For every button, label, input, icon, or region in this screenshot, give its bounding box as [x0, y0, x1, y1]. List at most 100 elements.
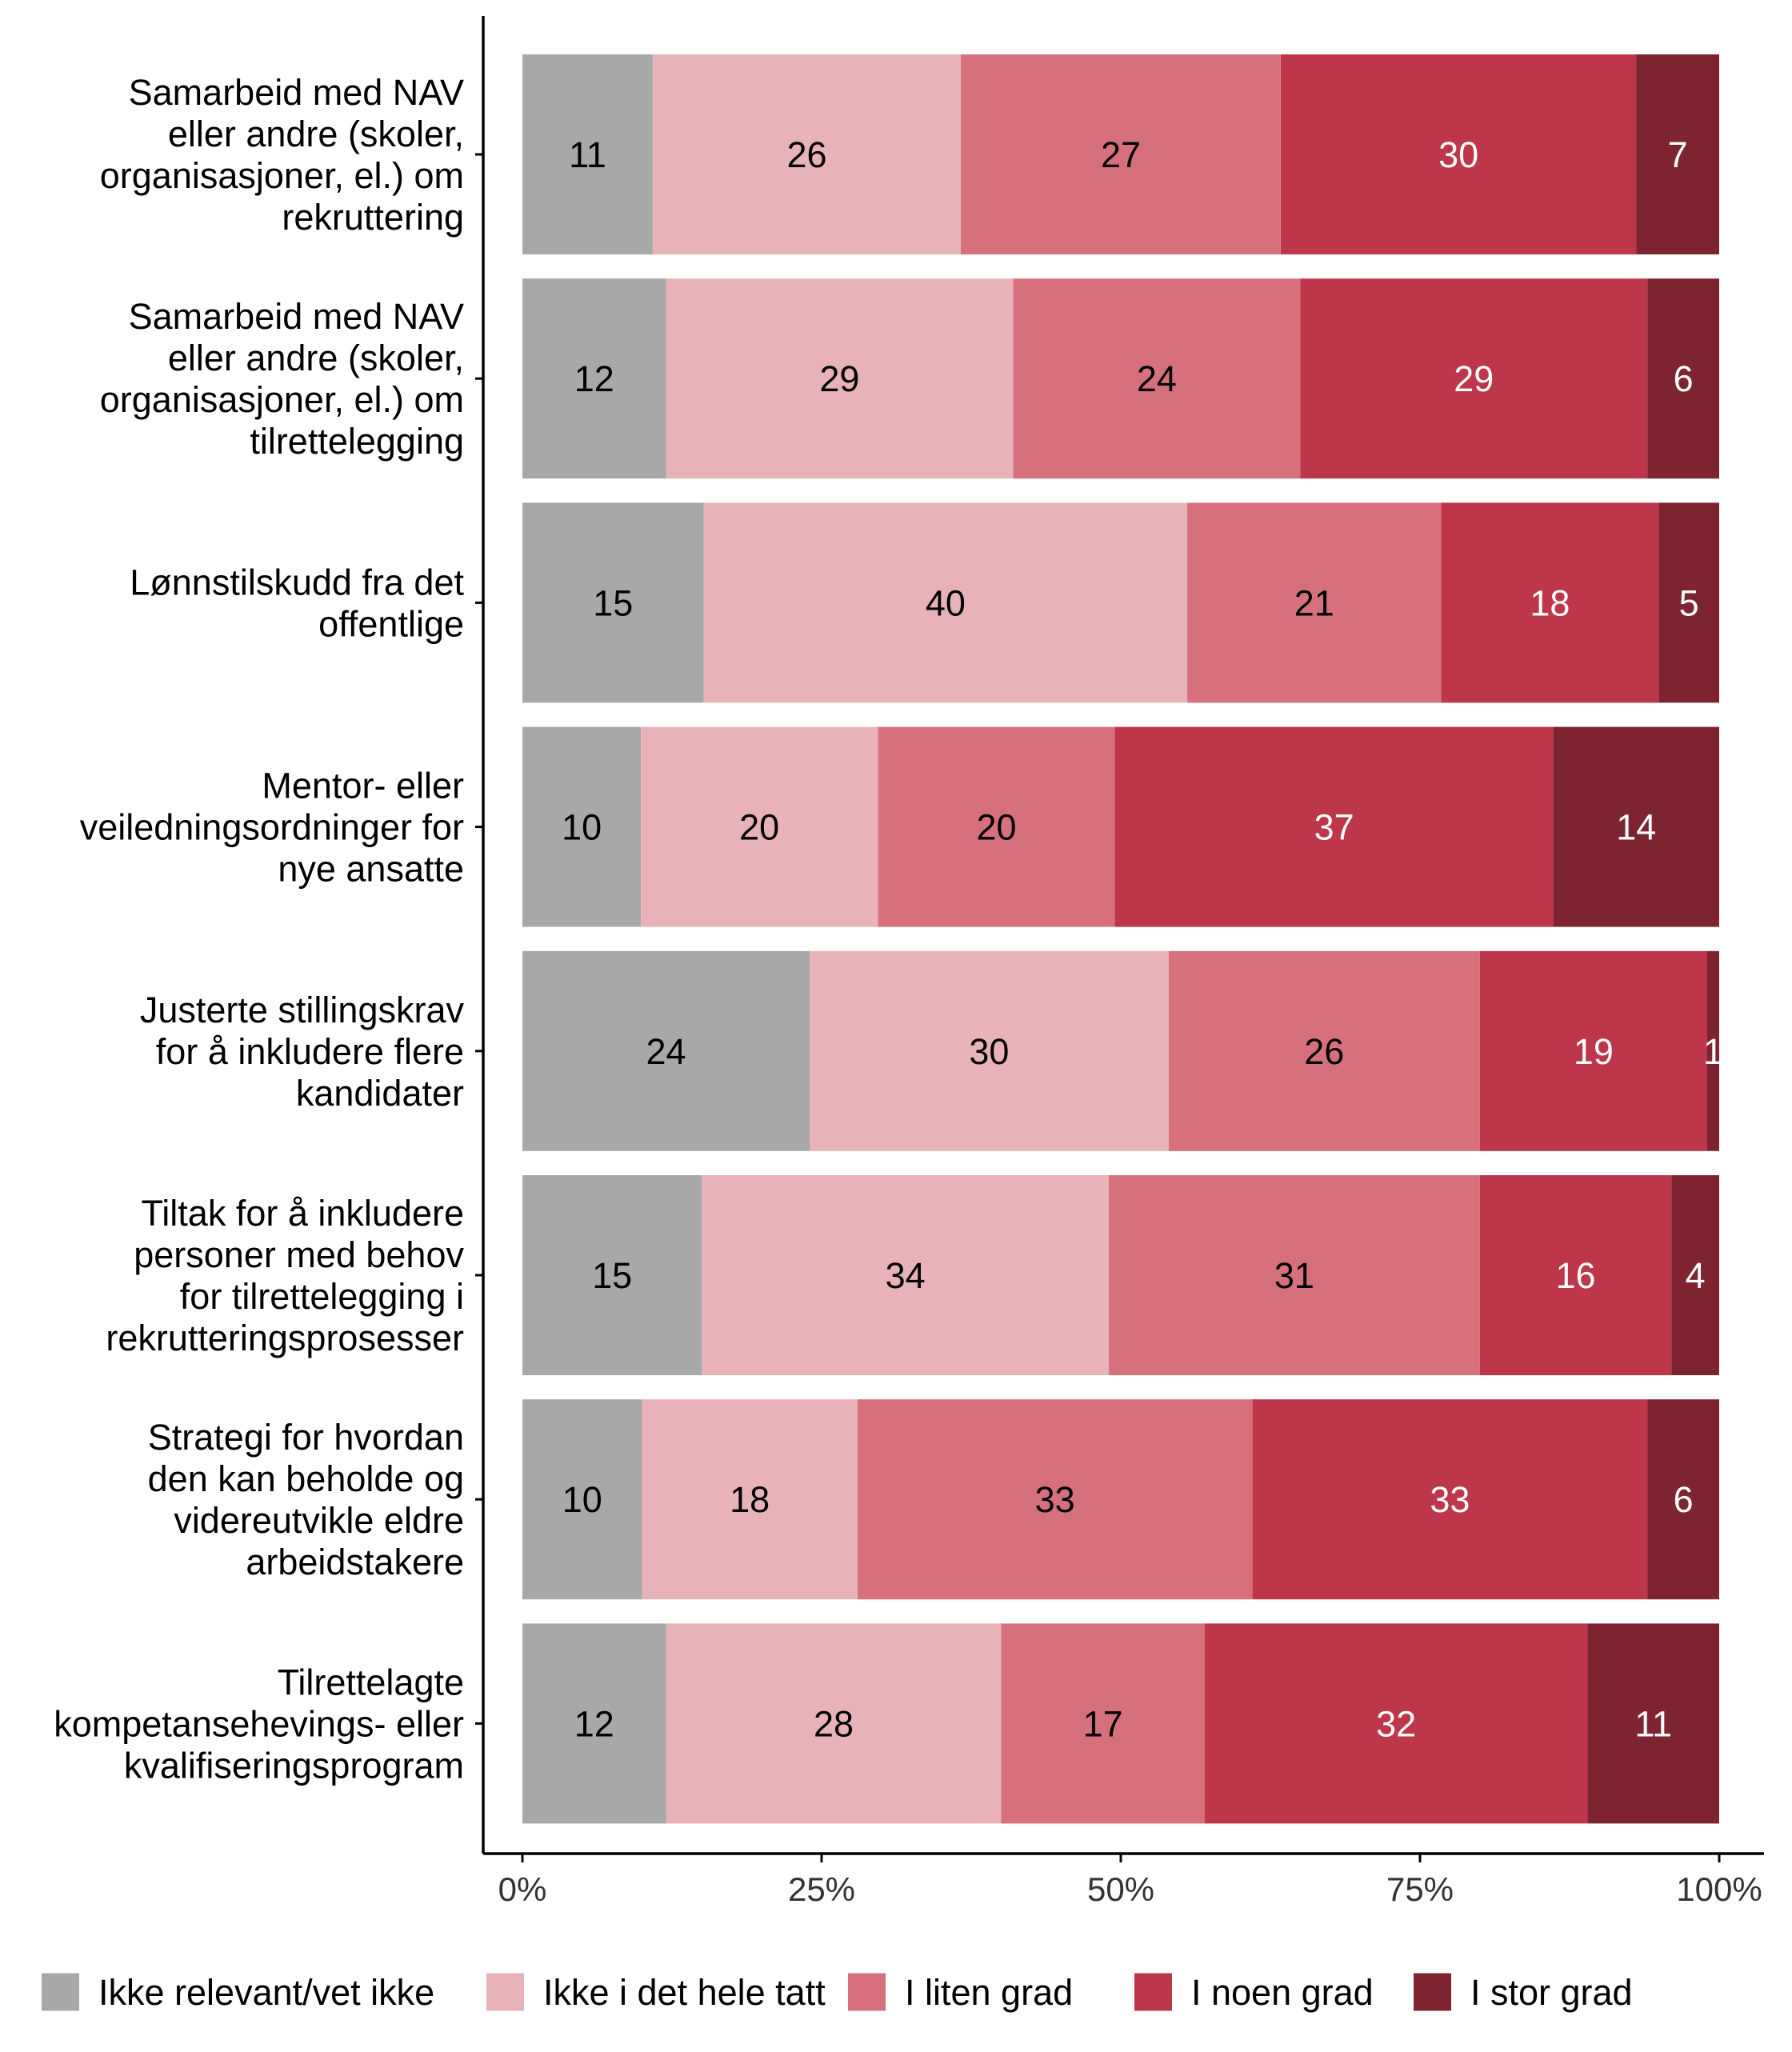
bar-value-label: 21	[1294, 582, 1334, 623]
x-tick-label: 100%	[1676, 1870, 1762, 1908]
bar-segment	[522, 502, 704, 703]
bar-segment	[522, 1175, 702, 1375]
legend-label: Ikke i det hele tatt	[543, 1972, 826, 2013]
bar-value-label: 29	[819, 358, 859, 399]
bar-segment	[878, 726, 1115, 927]
legend-swatch	[1134, 1973, 1172, 2011]
bar-value-label: 7	[1668, 134, 1688, 175]
bar-segment	[1587, 1623, 1719, 1824]
category-label: Strategi for hvordan den kan beholde og vi…	[148, 1417, 464, 1582]
bar-value-label: 1	[1703, 1031, 1723, 1072]
bar-value-label: 37	[1314, 807, 1354, 848]
bar-value-label: 20	[739, 807, 779, 848]
bar-segment	[703, 502, 1188, 703]
bar-segment	[1647, 278, 1719, 479]
bar-value-label: 30	[969, 1031, 1009, 1072]
bar-value-label: 6	[1674, 358, 1694, 399]
legend-swatch	[848, 1973, 886, 2011]
bar-value-label: 12	[574, 358, 614, 399]
bar-segment	[1647, 1399, 1719, 1600]
legend-swatch	[42, 1973, 79, 2011]
x-tick-label: 25%	[788, 1870, 855, 1908]
bar-value-label: 26	[1304, 1031, 1344, 1072]
bar-value-label: 18	[1530, 582, 1570, 623]
category-label: Samarbeid med NAV eller andre (skoler, org…	[100, 296, 464, 462]
bar-segment	[522, 1399, 642, 1600]
bar-value-label: 29	[1454, 358, 1494, 399]
bar-value-label: 5	[1679, 582, 1699, 623]
legend-swatch	[486, 1973, 524, 2011]
bar-segment	[857, 1399, 1253, 1600]
bar-value-label: 15	[592, 1255, 632, 1296]
bar-value-label: 4	[1686, 1255, 1706, 1296]
category-label: Mentor- eller veiledningsordninger for nye…	[80, 766, 464, 890]
legend-item: I stor grad	[1414, 1972, 1633, 2013]
category-label: Samarbeid med NAV eller andre (skoler, org…	[100, 72, 464, 238]
bar-segment	[1109, 1175, 1480, 1375]
bar-value-label: 26	[786, 134, 826, 175]
bar-value-label: 10	[562, 807, 602, 848]
bar-segment	[1281, 54, 1637, 254]
legend-label: Ikke relevant/vet ikke	[98, 1972, 434, 2013]
bar-value-label: 32	[1376, 1703, 1416, 1744]
bar-segment	[522, 54, 653, 254]
bar-value-label: 20	[976, 807, 1016, 848]
bar-segment	[1658, 502, 1719, 703]
bar-value-label: 33	[1035, 1479, 1075, 1520]
bar-value-label: 12	[574, 1703, 614, 1744]
bar-segment	[652, 54, 961, 254]
bar-segment	[1187, 502, 1442, 703]
x-tick-label: 0%	[498, 1870, 547, 1908]
bar-value-label: 28	[814, 1703, 854, 1744]
bar-value-label: 34	[886, 1255, 926, 1296]
bar-segment	[1013, 278, 1301, 479]
bar-segment	[1001, 1623, 1205, 1824]
bar-value-label: 33	[1430, 1479, 1470, 1520]
bar-segment	[961, 54, 1281, 254]
bar-value-label: 11	[569, 134, 606, 175]
bar-value-label: 18	[730, 1479, 770, 1520]
x-tick-label: 50%	[1087, 1870, 1154, 1908]
bar-segment	[641, 726, 878, 927]
legend-item: Ikke relevant/vet ikke	[42, 1972, 434, 2013]
bar-segment	[1168, 950, 1480, 1151]
category-label: Lønnstilskudd fra det offentlige	[130, 562, 464, 644]
legend-item: Ikke i det hele tatt	[486, 1972, 826, 2013]
category-label: Justerte stillingskrav for å inkludere fl…	[140, 990, 465, 1114]
bar-value-label: 24	[1137, 358, 1177, 399]
bar-segment	[1671, 1175, 1719, 1375]
legend-label: I noen grad	[1191, 1972, 1374, 2013]
bar-value-label: 14	[1616, 807, 1656, 848]
axis-layer: 0% 25% 50% 75% 100%	[475, 16, 1764, 1908]
bar-segment	[1479, 1175, 1672, 1375]
bar-segment	[1300, 278, 1648, 479]
legend-item: I noen grad	[1134, 1972, 1374, 2013]
bar-segment	[1114, 726, 1554, 927]
bar-segment	[522, 950, 810, 1151]
bar-segment	[1252, 1399, 1648, 1600]
legend-item: I liten grad	[848, 1972, 1073, 2013]
bar-segment	[666, 1623, 1002, 1824]
bar-segment	[1441, 502, 1659, 703]
bar-value-label: 17	[1083, 1703, 1123, 1744]
bar-value-label: 31	[1274, 1255, 1314, 1296]
bar-segment	[522, 278, 666, 479]
bar-value-label: 16	[1555, 1255, 1595, 1296]
bar-value-label: 10	[562, 1479, 602, 1520]
bar-segment	[1707, 950, 1719, 1151]
bars-layer	[522, 54, 1719, 1824]
bar-segment	[810, 950, 1169, 1151]
bar-value-label: 15	[593, 582, 633, 623]
bar-segment	[666, 278, 1014, 479]
bar-segment	[642, 1399, 858, 1600]
bar-segment	[1553, 726, 1719, 927]
bar-segment	[522, 726, 642, 927]
legend-layer: Ikke relevant/vet ikke Ikke i det hele ta…	[42, 1972, 1633, 2013]
bar-segment	[702, 1175, 1109, 1375]
bar-value-label: 11	[1634, 1703, 1672, 1744]
legend-label: I liten grad	[905, 1972, 1073, 2013]
bar-value-label: 27	[1101, 134, 1141, 175]
